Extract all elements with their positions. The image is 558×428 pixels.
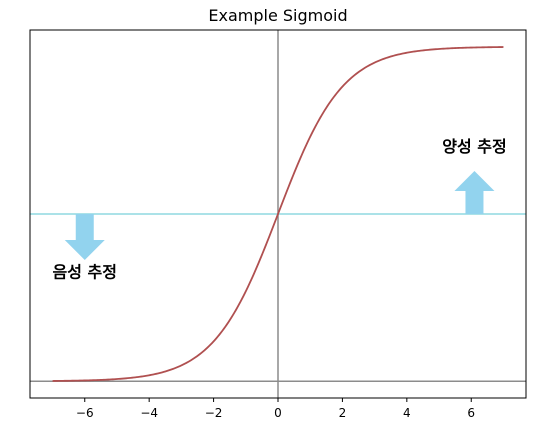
x-tick-label: −4 [140, 406, 158, 420]
sigmoid-series-line [52, 46, 504, 382]
down-arrow-icon [64, 214, 105, 260]
negative-estimate-label: 음성 추정 [53, 263, 117, 282]
x-tick-label: 2 [339, 406, 347, 420]
up-arrow-icon [454, 171, 495, 214]
x-axis-ticks: −6 −4 −2 0 2 4 6 [76, 398, 475, 420]
plot-area [30, 30, 526, 398]
x-tick-label: −6 [76, 406, 94, 420]
x-tick-label: 0 [274, 406, 282, 420]
chart-title: Example Sigmoid [208, 6, 347, 25]
x-tick-label: −2 [205, 406, 223, 420]
x-tick-label: 6 [467, 406, 475, 420]
positive-estimate-label: 양성 추정 [442, 137, 506, 156]
x-tick-label: 4 [403, 406, 411, 420]
